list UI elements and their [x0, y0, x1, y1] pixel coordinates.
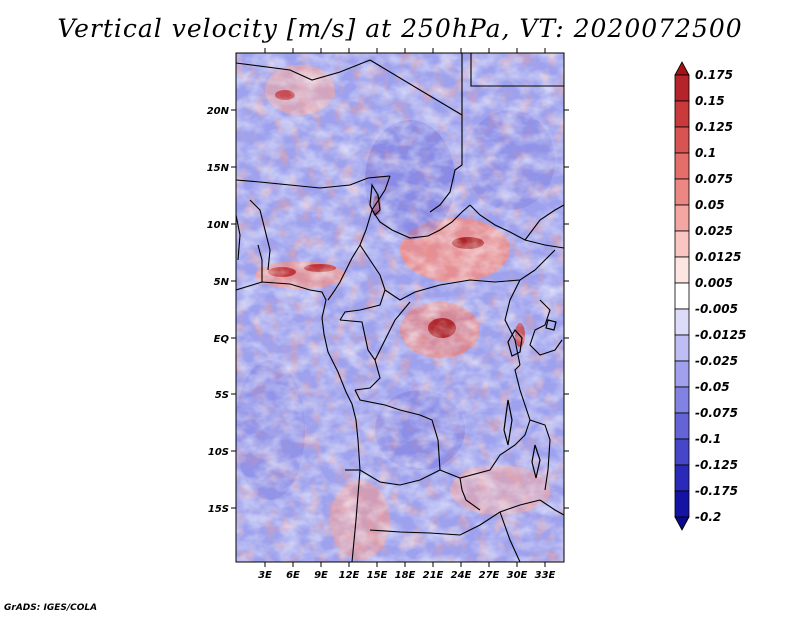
colorbar-label: 0.005: [695, 276, 733, 290]
lake-victoria: [507, 328, 523, 357]
lon-label: 24E: [451, 570, 472, 581]
colorbar-swatch: [674, 438, 690, 466]
lon-label: 30E: [507, 570, 528, 581]
latitude-axis: 20N 15N 10N 5N EQ 5S 10S 15S: [207, 106, 569, 515]
lon-label: 27E: [479, 570, 500, 581]
lon-label: 6E: [286, 570, 300, 581]
colorbar-swatch: [674, 282, 690, 310]
colorbar-swatch: [674, 490, 690, 518]
colorbar-label: -0.125: [695, 458, 738, 472]
lon-label: 12E: [339, 570, 360, 581]
colorbar-label: 0.125: [695, 120, 733, 134]
lat-label: 20N: [207, 106, 230, 117]
colorbar-top-arrow: [674, 61, 690, 76]
colorbar-swatch: [674, 464, 690, 492]
colorbar-swatch: [674, 152, 690, 180]
colorbar-label: 0.1: [695, 146, 716, 160]
lat-label: 5N: [214, 277, 230, 288]
colorbar-label: -0.0125: [695, 328, 746, 342]
colorbar-swatch: [674, 308, 690, 336]
lat-label: 15N: [207, 163, 230, 174]
lake-malawi: [531, 444, 541, 479]
colorbar-swatch: [674, 256, 690, 284]
lat-label: 5S: [215, 390, 229, 401]
longitude-axis: 3E 6E 9E 12E 15E 18E 21E 24E 27E 30E 33E: [258, 48, 556, 581]
lon-label: 15E: [367, 570, 388, 581]
colorbar-swatch: [674, 126, 690, 154]
lon-label: 18E: [395, 570, 416, 581]
colorbar-swatch: [674, 74, 690, 102]
colorbar-swatch: [674, 334, 690, 362]
lon-label: 3E: [258, 570, 272, 581]
colorbar-swatch: [674, 412, 690, 440]
colorbar-label: -0.005: [695, 302, 738, 316]
colorbar-swatch: [674, 100, 690, 128]
lon-label: 33E: [535, 570, 556, 581]
map-frame: [235, 52, 565, 563]
lat-label: EQ: [214, 334, 230, 345]
map-title: Vertical velocity [m/s] at 250hPa, VT: 2…: [57, 14, 743, 43]
colorbar-swatch: [674, 178, 690, 206]
colorbar-swatch: [674, 360, 690, 388]
lake-chad: [369, 183, 381, 217]
lakes: [369, 183, 557, 479]
colorbar-swatch: [674, 230, 690, 258]
field-white-noise: [236, 53, 564, 562]
colorbar-bottom-arrow: [674, 516, 690, 531]
colorbar-swatch: [674, 204, 690, 232]
colorbar-label: -0.025: [695, 354, 738, 368]
colorbar-label: -0.1: [695, 432, 721, 446]
colorbar-label: 0.0125: [695, 250, 741, 264]
colorbar-label: -0.2: [695, 510, 721, 524]
colorbar: 0.175 0.15 0.125 0.1 0.075 0.05 0.025 0.0125 0.0…: [674, 61, 746, 531]
grads-credit: GrADS: IGES/COLA: [4, 603, 98, 613]
colorbar-label: -0.175: [695, 484, 738, 498]
colorbar-label: 0.15: [695, 94, 725, 108]
map-field: [236, 53, 564, 562]
lat-label: 10S: [208, 447, 229, 458]
colorbar-label: 0.05: [695, 198, 725, 212]
lat-label: 10N: [207, 220, 230, 231]
colorbar-label: 0.075: [695, 172, 733, 186]
colorbar-label: 0.175: [695, 68, 733, 82]
colorbar-swatch: [674, 386, 690, 414]
lake-turkana: [545, 319, 557, 331]
lat-label: 15S: [208, 504, 229, 515]
lon-label: 21E: [423, 570, 444, 581]
country-borders: [236, 53, 564, 562]
lon-label: 9E: [314, 570, 328, 581]
colorbar-label: -0.075: [695, 406, 738, 420]
lake-tanganyika: [503, 399, 513, 446]
colorbar-label: -0.05: [695, 380, 730, 394]
colorbar-label: 0.025: [695, 224, 733, 238]
